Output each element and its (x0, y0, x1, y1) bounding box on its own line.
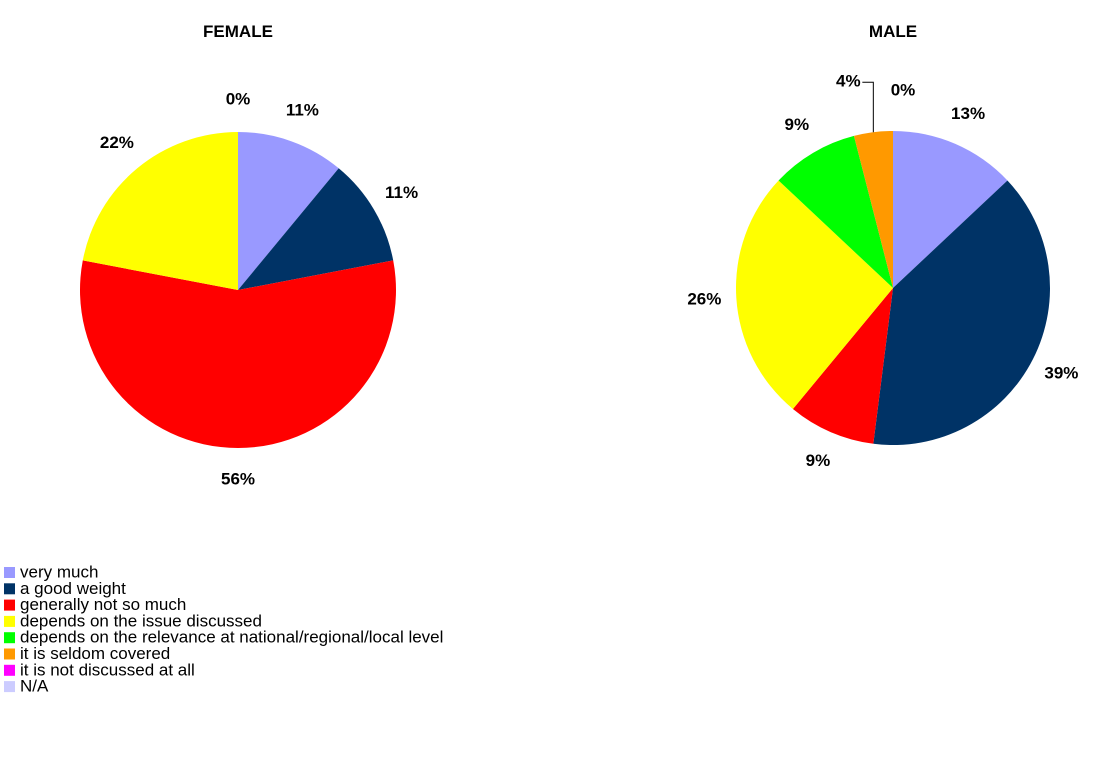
data-label: 0% (891, 80, 916, 99)
legend-swatch (4, 648, 15, 660)
legend-swatch (4, 632, 15, 644)
pie-slice (238, 132, 339, 290)
legend-label: very much (20, 562, 98, 581)
pie-slice (792, 288, 893, 444)
legend-swatch (4, 599, 15, 611)
data-label: 11% (286, 101, 319, 120)
data-label: 13% (951, 104, 985, 123)
data-label: 9% (785, 115, 810, 134)
data-label: 39% (1044, 363, 1078, 382)
data-label: 26% (687, 289, 721, 308)
leader-line (862, 81, 874, 133)
data-label: 9% (806, 451, 831, 470)
legend-label: it is seldom covered (20, 644, 170, 663)
pie-slice (82, 132, 238, 290)
chart-title: MALE (869, 22, 917, 41)
data-label: 0% (226, 89, 251, 108)
chart-title: FEMALE (203, 22, 273, 41)
legend-label: depends on the relevance at national/reg… (20, 628, 443, 647)
pie-slice (238, 168, 394, 290)
pie-slice (778, 135, 893, 288)
data-label: 56% (221, 469, 255, 488)
legend-label: N/A (20, 677, 49, 696)
data-label: 4% (836, 72, 861, 91)
legend-label: a good weight (20, 579, 126, 598)
pie-slice (893, 131, 1008, 288)
legend-label: depends on the issue discussed (20, 611, 262, 630)
legend-label: generally not so much (20, 595, 186, 614)
pie-slice (853, 131, 893, 288)
data-label: 22% (100, 133, 134, 152)
pie-slice (735, 180, 893, 409)
legend-swatch (4, 567, 15, 578)
pie-slice (873, 180, 1050, 445)
legend-swatch (4, 583, 15, 595)
data-label: 11% (385, 183, 418, 202)
legend-swatch (4, 681, 15, 693)
legend-label: it is not discussed at all (20, 660, 195, 679)
pie-slice (79, 260, 396, 448)
legend-swatch (4, 664, 15, 676)
legend-swatch (4, 615, 15, 627)
